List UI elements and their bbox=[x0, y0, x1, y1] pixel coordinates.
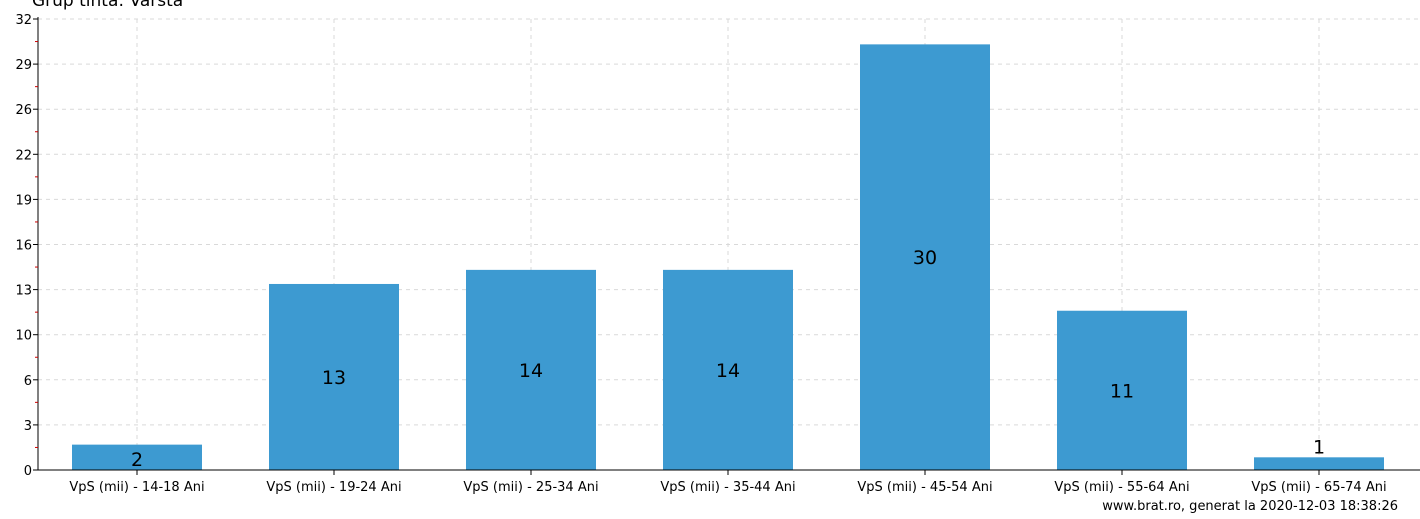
bar-value-label: 30 bbox=[913, 247, 937, 269]
bar-value-label: 11 bbox=[1110, 380, 1134, 402]
y-tick-label: 13 bbox=[15, 284, 32, 299]
bar-value-label: 13 bbox=[322, 367, 346, 389]
bar bbox=[269, 283, 399, 470]
footer-credit: www.brat.ro, generat la 2020-12-03 18:38… bbox=[1102, 499, 1398, 514]
y-axis-ticks: 0 3 6 10 13 16 19 22 26 29 32 bbox=[15, 13, 38, 479]
y-tick-label: 22 bbox=[15, 148, 32, 163]
x-category-label: VpS (mii) - 35-44 Ani bbox=[660, 480, 795, 495]
x-category-label: VpS (mii) - 45-54 Ani bbox=[857, 480, 992, 495]
axes bbox=[37, 17, 1420, 475]
x-category-label: VpS (mii) - 65-74 Ani bbox=[1251, 480, 1386, 495]
bar bbox=[860, 44, 990, 471]
bar-value-label: 14 bbox=[519, 360, 543, 382]
y-tick-label: 6 bbox=[24, 374, 32, 389]
bar bbox=[1057, 310, 1187, 470]
chart-title: Grup tinta: Varsta bbox=[32, 0, 184, 11]
y-tick-label: 0 bbox=[24, 464, 32, 479]
x-category-label: VpS (mii) - 14-18 Ani bbox=[69, 480, 204, 495]
y-tick-label: 19 bbox=[15, 193, 32, 208]
bar bbox=[663, 269, 793, 470]
bar bbox=[1254, 457, 1384, 470]
bar-value-label: 1 bbox=[1313, 436, 1325, 458]
y-tick-label: 3 bbox=[24, 419, 32, 434]
bar bbox=[466, 269, 596, 470]
y-tick-label: 29 bbox=[15, 58, 32, 73]
x-category-label: VpS (mii) - 19-24 Ani bbox=[266, 480, 401, 495]
y-tick-label: 32 bbox=[15, 13, 32, 28]
x-category-label: VpS (mii) - 25-34 Ani bbox=[463, 480, 598, 495]
y-tick-label: 16 bbox=[15, 239, 32, 254]
y-tick-label: 10 bbox=[15, 329, 32, 344]
x-category-label: VpS (mii) - 55-64 Ani bbox=[1054, 480, 1189, 495]
bar-value-label: 2 bbox=[131, 449, 143, 471]
x-axis-labels: VpS (mii) - 14-18 Ani VpS (mii) - 19-24 A… bbox=[69, 480, 1386, 495]
y-tick-label: 26 bbox=[15, 103, 32, 118]
bar bbox=[72, 444, 202, 470]
bar-value-label: 14 bbox=[716, 360, 740, 382]
bars bbox=[72, 44, 1384, 471]
